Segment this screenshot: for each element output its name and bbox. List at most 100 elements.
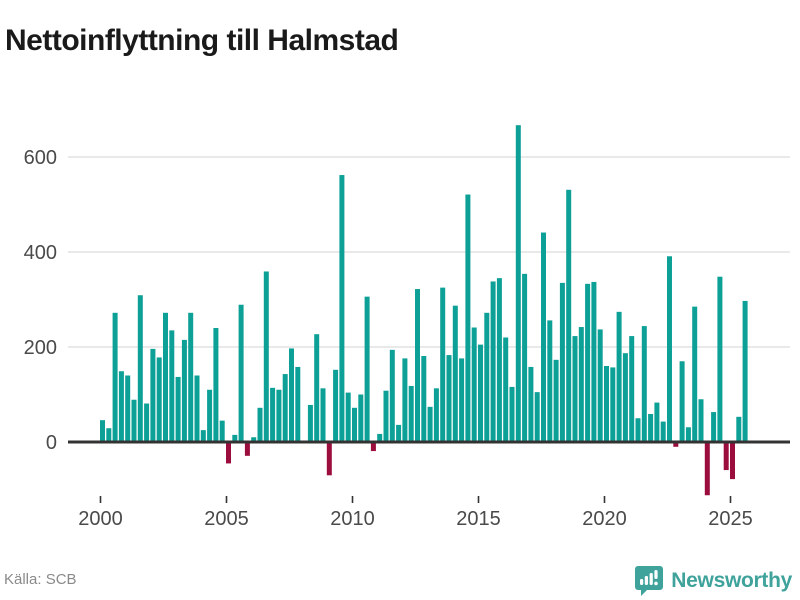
bar xyxy=(465,194,471,442)
bar xyxy=(648,413,654,442)
bar xyxy=(641,326,647,442)
bar xyxy=(383,390,389,442)
bar xyxy=(421,356,427,442)
bar xyxy=(427,406,433,442)
bar xyxy=(484,312,490,442)
bar xyxy=(326,443,332,476)
bar xyxy=(478,344,483,443)
bar xyxy=(251,437,257,442)
bar xyxy=(257,407,263,442)
bar xyxy=(358,394,364,442)
y-tick-label: 200 xyxy=(24,337,57,359)
bar xyxy=(181,339,187,443)
x-tick-label: 2015 xyxy=(456,508,501,530)
bar xyxy=(112,312,118,442)
bar xyxy=(194,375,200,442)
bar xyxy=(226,443,231,464)
bar xyxy=(522,273,528,442)
gridlines xyxy=(68,156,790,348)
bar xyxy=(736,416,742,442)
bar xyxy=(685,427,691,442)
net-migration-bar-chart: 0 200 400 600 2000 2005 2010 2015 2020 2025 xyxy=(24,125,790,530)
bar xyxy=(610,367,616,443)
bar xyxy=(679,361,685,442)
bar xyxy=(118,371,124,442)
bar xyxy=(541,232,546,442)
bar xyxy=(314,334,320,442)
bar xyxy=(440,287,446,443)
bar xyxy=(629,336,635,442)
bar xyxy=(604,366,609,442)
bar xyxy=(263,271,269,443)
x-tick-label: 2005 xyxy=(204,508,249,530)
bar xyxy=(169,330,175,443)
source-caption: Källa: SCB xyxy=(4,571,77,588)
x-tick-label: 2000 xyxy=(78,508,123,530)
bar xyxy=(244,443,250,456)
bar xyxy=(219,420,225,443)
bar xyxy=(673,443,679,447)
bar xyxy=(100,420,105,442)
bar xyxy=(320,388,326,442)
bar xyxy=(730,443,735,480)
bar xyxy=(698,399,704,442)
bar xyxy=(471,327,477,442)
y-tick-label: 400 xyxy=(24,242,57,264)
x-tick-label: 2020 xyxy=(582,508,627,530)
bar xyxy=(156,357,162,442)
bar xyxy=(295,366,301,442)
bar xyxy=(207,389,213,442)
bar xyxy=(578,327,584,442)
bar xyxy=(415,289,420,442)
bar xyxy=(446,355,452,442)
page-title: Nettoinflyttning till Halmstad xyxy=(5,24,399,58)
bar xyxy=(333,369,339,442)
bar xyxy=(137,295,143,443)
newsworthy-logo-icon xyxy=(635,566,664,596)
bar xyxy=(534,392,540,443)
bar xyxy=(622,353,628,443)
bar xyxy=(528,366,534,442)
bar xyxy=(585,283,591,442)
bar xyxy=(654,402,660,442)
bar xyxy=(282,374,288,442)
bar xyxy=(150,348,156,442)
bar xyxy=(496,278,502,443)
bar xyxy=(200,430,206,443)
x-tick-label: 2010 xyxy=(330,508,375,530)
bar xyxy=(106,428,112,442)
bar xyxy=(559,282,565,443)
bar xyxy=(232,434,238,443)
x-tick-label: 2025 xyxy=(708,508,753,530)
y-tick-label: 600 xyxy=(24,147,57,169)
bar xyxy=(515,125,521,443)
bar xyxy=(667,256,672,442)
bar xyxy=(175,376,181,443)
bar xyxy=(339,175,345,443)
bar xyxy=(213,328,219,442)
bar xyxy=(503,337,509,442)
bar xyxy=(125,375,131,442)
bar xyxy=(452,305,458,442)
bar xyxy=(433,388,439,442)
newsworthy-branding[interactable]: Newsworthy xyxy=(634,565,792,597)
bar xyxy=(742,300,748,442)
bar xyxy=(723,443,729,471)
bar xyxy=(402,358,408,442)
bar xyxy=(307,404,313,442)
bar xyxy=(131,399,137,442)
bar xyxy=(289,348,294,442)
y-tick-label: 0 xyxy=(46,432,57,454)
bar xyxy=(490,281,496,442)
bar xyxy=(509,386,515,442)
bar xyxy=(276,389,282,442)
bar xyxy=(352,407,357,442)
bar xyxy=(616,311,622,442)
bar xyxy=(660,421,666,442)
bar xyxy=(459,358,465,442)
bar xyxy=(692,306,698,443)
x-axis-labels: 2000 2005 2010 2015 2020 2025 xyxy=(78,496,753,530)
bar xyxy=(566,189,572,442)
bar xyxy=(364,296,370,442)
bar xyxy=(635,418,641,442)
